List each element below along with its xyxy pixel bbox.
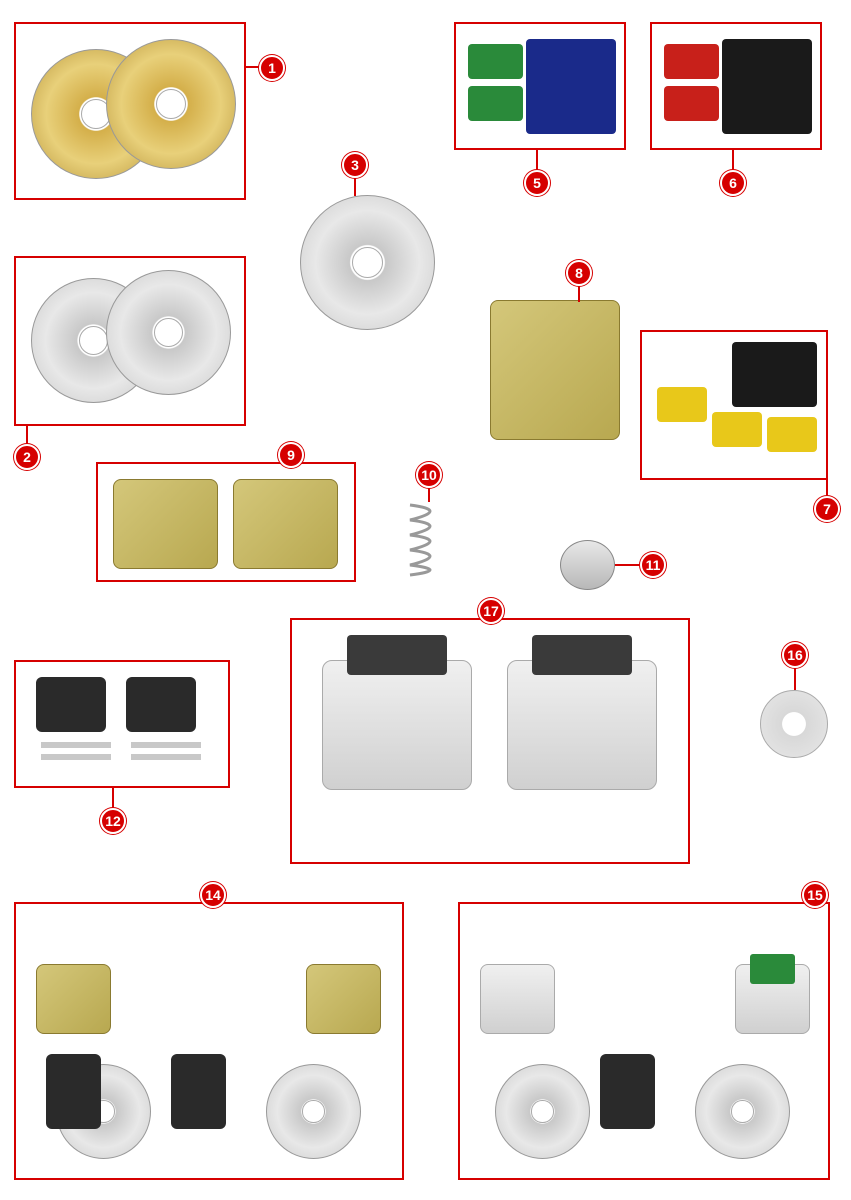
callout-number: 3 [351,157,359,173]
leader-line [732,150,734,170]
leader-line [536,150,538,170]
brake-caliper-icon [36,964,111,1034]
callout-3: 3 [342,152,368,178]
part-frame-17 [290,618,690,864]
bolt-icon [41,742,111,748]
bracket-icon [600,1054,655,1129]
brake-disc-icon [266,1064,361,1159]
caliper-4pot-icon [322,660,472,790]
brake-pad-icon [712,412,762,447]
bracket-icon [46,1054,101,1129]
callout-number: 1 [268,60,276,76]
brake-caliper-icon [306,964,381,1034]
brake-pad-icon [347,635,447,675]
callout-number: 16 [787,647,803,663]
part-frame-5 [454,22,626,150]
brake-pad-box-icon [722,39,812,134]
callout-11: 11 [640,552,666,578]
brake-caliper-icon [480,964,555,1034]
brake-pad-box-icon [732,342,817,407]
callout-number: 8 [575,265,583,281]
brake-disc-icon [495,1064,590,1159]
bolt-icon [131,754,201,760]
callout-1: 1 [259,55,285,81]
leader-line [578,286,580,302]
part-frame-15 [458,902,830,1180]
leader-line [26,426,28,444]
leader-line [428,488,430,502]
callout-2: 2 [14,444,40,470]
brake-caliper-icon [490,300,620,440]
brake-pad-icon [750,954,795,984]
brake-disc-single [300,195,435,330]
callout-17: 17 [478,598,504,624]
callout-10: 10 [416,462,442,488]
callout-number: 10 [421,467,437,483]
brake-pad-icon [468,44,523,79]
brake-caliper-icon [113,479,218,569]
callout-number: 11 [646,557,661,573]
brake-pad-icon [657,387,707,422]
leader-line [615,564,640,566]
leader-line [826,480,828,496]
bolt-icon [41,754,111,760]
part-frame-9 [96,462,356,582]
bracket-icon [171,1054,226,1129]
callout-14: 14 [200,882,226,908]
callout-16: 16 [782,642,808,668]
brake-pad-icon [664,86,719,121]
leader-line [794,668,796,690]
callout-9: 9 [278,442,304,468]
part-frame-12 [14,660,230,788]
callout-number: 7 [823,501,831,517]
leader-line [112,788,114,808]
callout-number: 6 [729,175,737,191]
callout-number: 2 [23,449,31,465]
shim-washer-icon [760,690,828,758]
bolt-icon [131,742,201,748]
callout-8: 8 [566,260,592,286]
callout-7: 7 [814,496,840,522]
callout-12: 12 [100,808,126,834]
leader-line [246,66,260,68]
callout-number: 17 [483,603,499,619]
part-frame-7 [640,330,828,480]
callout-number: 15 [807,887,823,903]
brake-disc-icon [695,1064,790,1159]
bracket-icon [36,677,106,732]
brake-disc-icon [106,39,236,169]
callout-5: 5 [524,170,550,196]
part-frame-6 [650,22,822,150]
callout-number: 14 [205,887,221,903]
leader-line [354,178,356,196]
part-frame-2 [14,256,246,426]
brake-caliper-icon [233,479,338,569]
caliper-4pot-icon [507,660,657,790]
brake-disc-icon [106,270,231,395]
callout-6: 6 [720,170,746,196]
callout-number: 9 [287,447,295,463]
callout-15: 15 [802,882,828,908]
part-frame-1 [14,22,246,200]
part-frame-14 [14,902,404,1180]
brake-pad-icon [532,635,632,675]
brake-pad-icon [767,417,817,452]
brake-pad-icon [468,86,523,121]
callout-number: 5 [533,175,541,191]
bracket-icon [126,677,196,732]
brake-pad-box-icon [526,39,616,134]
callout-number: 12 [105,813,121,829]
spring-icon [400,500,460,580]
brake-pad-icon [664,44,719,79]
piston-icon [560,540,615,590]
